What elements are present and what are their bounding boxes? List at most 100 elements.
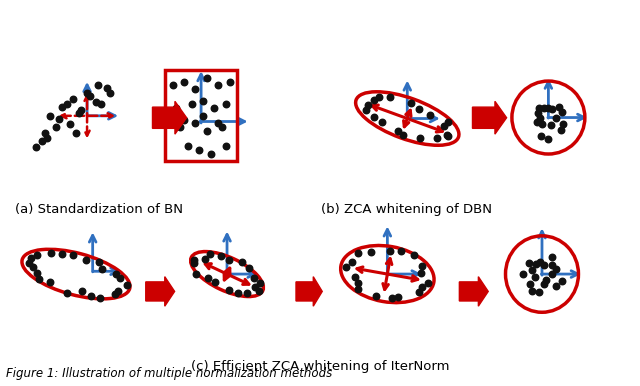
FancyArrow shape	[460, 277, 488, 306]
Point	[374, 94, 385, 100]
Point	[353, 251, 364, 257]
Point	[31, 270, 42, 276]
Point	[94, 259, 104, 265]
Point	[45, 279, 55, 285]
Point	[558, 120, 568, 127]
Point	[241, 290, 252, 296]
Point	[369, 114, 379, 120]
Point	[535, 115, 545, 121]
Point	[415, 270, 426, 276]
Point	[67, 252, 77, 259]
Point	[385, 248, 396, 254]
Point	[406, 100, 416, 106]
Point	[557, 109, 567, 115]
Point	[532, 119, 542, 125]
Point	[111, 271, 121, 277]
Point	[547, 262, 557, 269]
Point	[115, 275, 125, 281]
Point	[425, 112, 435, 118]
Point	[97, 266, 107, 272]
Point	[540, 277, 550, 283]
Point	[250, 284, 260, 290]
Point	[198, 113, 208, 119]
Point	[34, 276, 44, 282]
Point	[249, 275, 259, 281]
Text: Figure 1: Illustration of multiple normalization methods: Figure 1: Illustration of multiple norma…	[6, 367, 333, 380]
Point	[93, 81, 104, 88]
Point	[175, 124, 186, 130]
Point	[518, 271, 528, 277]
Point	[414, 106, 424, 112]
Point	[182, 143, 193, 149]
Point	[179, 117, 189, 123]
Point	[409, 252, 419, 259]
Point	[550, 266, 561, 272]
Point	[442, 133, 452, 139]
Point	[110, 291, 120, 297]
Point	[255, 280, 265, 286]
Point	[365, 249, 376, 255]
Point	[534, 289, 544, 295]
Point	[525, 281, 535, 287]
Point	[32, 252, 42, 258]
Point	[168, 82, 178, 88]
Point	[443, 119, 453, 125]
Point	[538, 261, 548, 267]
Point	[393, 294, 403, 300]
Point	[81, 257, 92, 263]
Point	[189, 257, 199, 264]
Text: (c) Efficient ZCA whitening of IterNorm: (c) Efficient ZCA whitening of IterNorm	[191, 360, 449, 373]
Point	[378, 119, 388, 125]
Point	[385, 94, 395, 100]
Point	[244, 265, 254, 271]
Point	[62, 102, 72, 108]
Point	[203, 274, 213, 281]
Point	[74, 110, 84, 116]
Point	[54, 115, 64, 122]
Point	[423, 280, 433, 286]
Point	[190, 86, 200, 92]
Point	[535, 259, 545, 265]
FancyArrow shape	[472, 101, 507, 134]
Point	[550, 115, 561, 121]
Point	[96, 102, 106, 108]
Point	[172, 105, 182, 111]
Point	[104, 90, 115, 96]
Point	[540, 105, 550, 111]
Point	[527, 288, 538, 294]
Point	[202, 75, 212, 81]
Point	[554, 104, 564, 110]
Point	[179, 78, 189, 85]
Point	[536, 133, 546, 139]
Point	[82, 90, 92, 96]
Text: (b) ZCA whitening of DBN: (b) ZCA whitening of DBN	[321, 203, 492, 216]
Point	[61, 290, 72, 296]
Point	[90, 98, 100, 105]
Point	[353, 286, 364, 292]
Point	[200, 256, 210, 262]
Point	[543, 136, 554, 142]
Point	[531, 261, 541, 267]
Point	[533, 110, 543, 117]
Point	[122, 282, 132, 288]
Point	[210, 279, 220, 285]
Point	[57, 251, 67, 257]
Point	[77, 288, 87, 294]
Text: (a) Standardization of BN: (a) Standardization of BN	[15, 203, 183, 216]
Point	[205, 151, 216, 157]
Point	[524, 260, 534, 266]
Point	[432, 135, 442, 141]
Point	[363, 102, 373, 108]
Point	[198, 98, 208, 104]
Point	[28, 264, 38, 270]
Point	[237, 259, 247, 265]
FancyArrow shape	[152, 101, 187, 134]
Point	[40, 130, 50, 136]
Point	[221, 101, 231, 107]
Point	[543, 105, 554, 111]
Point	[84, 93, 95, 99]
FancyArrow shape	[296, 277, 323, 306]
Point	[387, 295, 397, 301]
Point	[191, 271, 202, 277]
Point	[369, 97, 379, 103]
